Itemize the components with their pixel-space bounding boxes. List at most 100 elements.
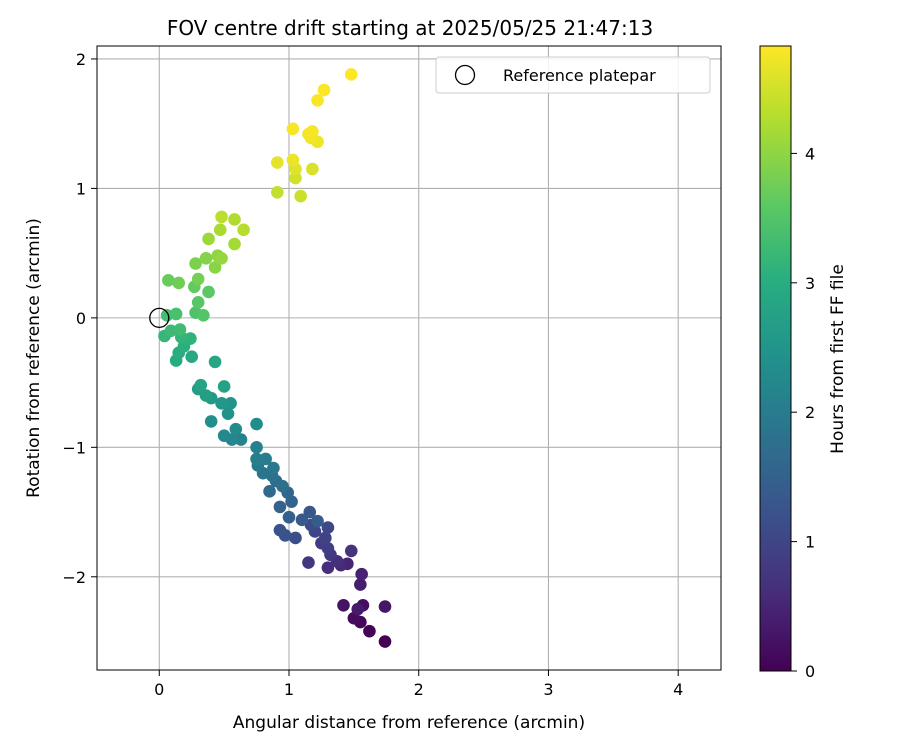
y-tick-label: −2 [62,568,86,587]
y-axis-label: Rotation from reference (arcmin) [24,218,44,498]
drift-point [306,125,319,138]
drift-point [354,578,367,591]
drift-point [286,122,300,136]
legend-box [435,56,711,94]
drift-point [208,261,222,274]
drift-point [317,83,331,97]
plot-frame [96,45,722,671]
drift-point [189,257,202,270]
drift-point [311,514,324,528]
drift-point [213,223,227,237]
drift-point [202,285,215,299]
drift-point [208,355,222,369]
colorbar-label: Hours from first FF file [828,264,848,454]
drift-point [162,274,175,287]
x-axis-label: Angular distance from reference (arcmin) [233,713,585,733]
drift-point [250,417,263,431]
drift-point [199,252,213,265]
colorbar-tick-label: 4 [805,144,815,163]
drift-point [273,500,287,514]
drift-point [363,624,376,638]
reference-platepar-marker [149,307,170,329]
drift-point [263,485,276,498]
drift-point [199,389,213,402]
drift-point [215,397,228,410]
drift-point [267,461,280,475]
drift-point [250,441,263,454]
drift-point [228,213,241,226]
drift-point [271,185,284,199]
drift-point [173,323,187,336]
colorbar-gradient [759,45,792,672]
colorbar: 0 1 2 3 4 Hours from first FF file [759,45,848,681]
reference-marker-layer [149,307,170,329]
drift-point [303,505,317,519]
drift-point [286,153,300,167]
drift-point [321,521,335,534]
drift-point [250,452,263,466]
drift-point [224,397,237,410]
drift-point [344,544,358,558]
legend-entry-reference: Reference platepar [503,66,656,85]
drift-point [294,189,307,203]
drift-point [237,223,250,237]
drift-point [302,556,315,569]
chart-title: FOV centre drift starting at 2025/05/25 … [167,16,653,40]
drift-point [344,68,358,81]
drift-point [306,162,319,176]
drift-point [228,237,241,251]
colorbar-tick-label: 0 [805,662,815,681]
legend: Reference platepar [435,56,711,94]
drift-point [378,600,392,613]
drift-point [204,415,218,428]
legend-reference-marker [454,64,476,86]
drift-point [202,232,215,246]
x-axis-ticks: 0 1 2 3 4 [154,670,683,699]
drift-point [191,296,205,309]
drift-point [191,272,205,286]
drift-point [289,171,302,185]
drift-point [321,542,335,555]
drift-point [273,523,287,537]
colorbar-tick-label: 2 [805,403,815,422]
data-points [158,68,392,648]
colorbar-tick-label: 1 [805,533,815,552]
x-tick-label: 2 [414,680,424,699]
drift-point [355,567,368,581]
drift-point [169,307,183,321]
drift-point [351,602,365,616]
drift-point [337,598,350,612]
drift-point [217,429,231,442]
drift-point [321,561,335,575]
drift-point [185,350,199,364]
colorbar-ticks: 0 1 2 3 4 [791,144,815,681]
x-tick-label: 1 [284,680,294,699]
drift-point [271,156,284,169]
y-tick-label: 0 [76,309,86,328]
drift-point [289,531,302,545]
y-tick-label: 1 [76,179,86,198]
drift-point [229,422,243,436]
drift-point [378,635,392,648]
y-tick-label: −1 [62,438,86,457]
drift-point [319,531,332,545]
y-tick-label: 2 [76,50,86,69]
x-tick-label: 0 [154,680,164,699]
drift-point [221,407,235,420]
drift-point [217,380,231,393]
drift-point [215,252,228,265]
drift-point [234,433,248,446]
y-axis-ticks: −2 −1 0 1 2 [62,50,97,587]
x-tick-label: 3 [543,680,553,699]
drift-point [197,308,210,322]
drift-point [172,276,186,290]
drift-point [282,510,296,524]
colorbar-tick-label: 3 [805,274,815,293]
drift-point [295,513,309,527]
drift-point [276,479,289,493]
drift-point [194,378,208,392]
drift-point [311,94,324,107]
drift-point [215,210,228,224]
drift-point [259,452,272,466]
